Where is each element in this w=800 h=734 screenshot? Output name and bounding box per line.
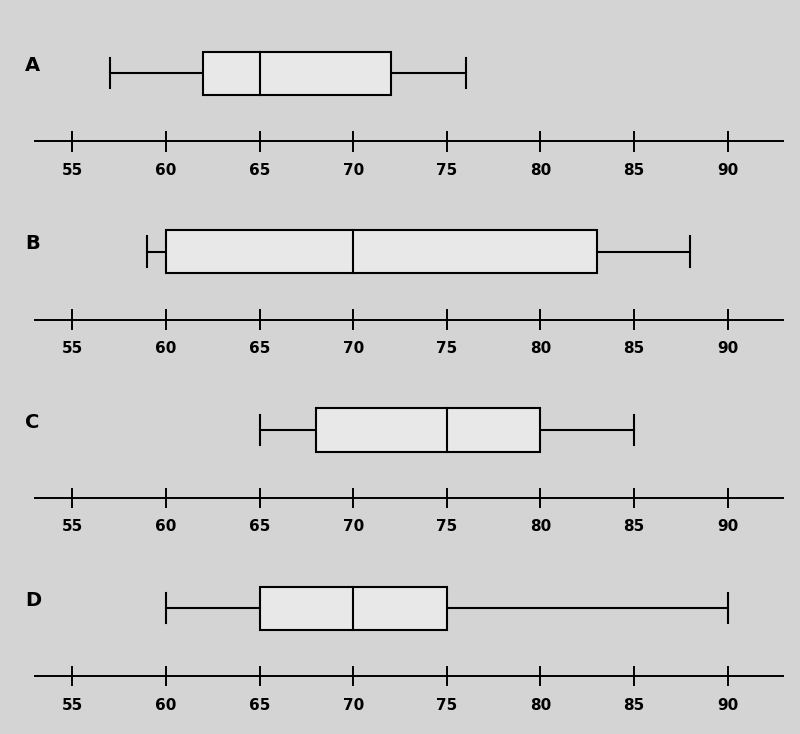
Text: 75: 75 [436,520,458,534]
Text: 60: 60 [155,163,177,178]
Text: 90: 90 [717,341,738,356]
Text: 55: 55 [62,163,83,178]
Text: 75: 75 [436,163,458,178]
Text: 80: 80 [530,698,551,713]
Text: 80: 80 [530,163,551,178]
Text: 70: 70 [342,698,364,713]
Text: 70: 70 [342,163,364,178]
Text: 80: 80 [530,341,551,356]
Text: 60: 60 [155,341,177,356]
Text: A: A [26,56,41,75]
Text: 60: 60 [155,520,177,534]
Text: 55: 55 [62,698,83,713]
Text: 65: 65 [249,520,270,534]
Bar [316,408,541,451]
Text: 70: 70 [342,341,364,356]
Text: D: D [26,591,42,610]
Text: 75: 75 [436,341,458,356]
Text: 85: 85 [623,698,645,713]
Bar [259,586,447,630]
Text: 90: 90 [717,520,738,534]
Text: 65: 65 [249,163,270,178]
Text: 90: 90 [717,163,738,178]
Text: 65: 65 [249,341,270,356]
Text: C: C [26,413,40,432]
Bar [203,51,390,95]
Text: 80: 80 [530,520,551,534]
Text: 55: 55 [62,341,83,356]
Text: 85: 85 [623,520,645,534]
Text: 85: 85 [623,341,645,356]
Text: 65: 65 [249,698,270,713]
Text: 60: 60 [155,698,177,713]
Text: 70: 70 [342,520,364,534]
Text: 55: 55 [62,520,83,534]
Bar [166,230,597,273]
Text: 85: 85 [623,163,645,178]
Text: B: B [26,234,40,253]
Text: 90: 90 [717,698,738,713]
Text: 75: 75 [436,698,458,713]
